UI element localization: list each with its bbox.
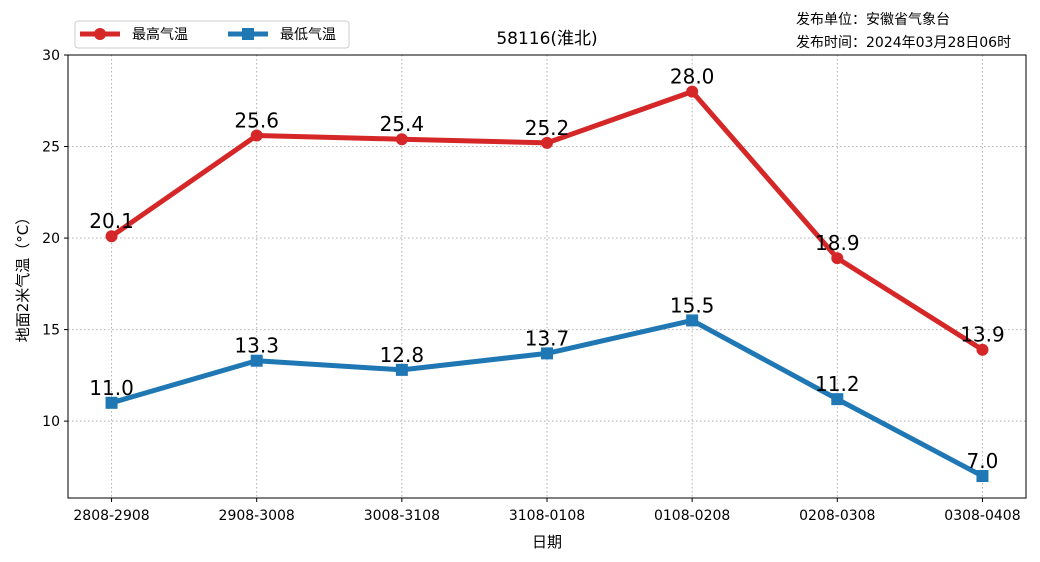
data-point xyxy=(250,354,263,367)
data-point xyxy=(541,136,553,149)
data-point xyxy=(976,343,989,356)
x-tick-label: 2808-2908 xyxy=(73,508,149,524)
data-label: 20.1 xyxy=(89,209,134,233)
data-label: 25.2 xyxy=(525,116,570,140)
publisher-text: 发布单位：安徽省气象台 xyxy=(796,12,950,28)
x-tick-label: 0308-0408 xyxy=(944,508,1020,524)
data-point xyxy=(686,314,699,327)
y-axis-label: 地面2米气温（°C） xyxy=(14,210,32,343)
legend-marker xyxy=(94,28,106,40)
data-point xyxy=(686,85,699,98)
data-point xyxy=(831,393,844,406)
ticks: 2808-2908 2908-3008 3008-3108 3108-0108 0108… xyxy=(42,48,1020,524)
legend-label: 最低气温 xyxy=(280,27,336,43)
data-label: 25.4 xyxy=(380,112,425,136)
data-label: 28.0 xyxy=(670,65,715,89)
y-tick-label: 15 xyxy=(42,323,60,339)
data-point xyxy=(831,252,844,265)
data-point xyxy=(105,230,118,243)
series-layer: 20.1 25.6 25.4 25.2 28.0 18.9 13.9 11.0 13.3 12.8… xyxy=(89,65,1005,483)
data-label: 11.0 xyxy=(89,376,134,400)
data-label: 7.0 xyxy=(967,449,999,473)
data-point xyxy=(395,363,408,376)
data-label: 15.5 xyxy=(670,293,715,317)
data-point xyxy=(250,129,263,142)
data-label: 13.7 xyxy=(525,326,570,350)
grid xyxy=(68,54,1026,498)
publish-time-text: 发布时间：2024年03月28日06时 xyxy=(796,35,1011,51)
x-axis-label: 日期 xyxy=(532,533,562,551)
data-point xyxy=(105,396,118,409)
x-tick-label: 0208-0308 xyxy=(799,508,875,524)
data-point xyxy=(395,133,408,146)
data-point xyxy=(541,347,553,360)
legend-box xyxy=(74,20,350,49)
data-label: 12.8 xyxy=(380,343,425,367)
y-tick-label: 25 xyxy=(42,140,60,156)
chart-title: 58116(淮北) xyxy=(496,29,597,49)
x-tick-label: 3008-3108 xyxy=(364,508,440,524)
data-label: 18.9 xyxy=(815,231,860,255)
data-label: 13.9 xyxy=(960,323,1005,347)
data-label: 11.2 xyxy=(815,372,860,396)
y-tick-label: 10 xyxy=(42,414,60,430)
data-label: 13.3 xyxy=(234,334,279,358)
y-tick-label: 20 xyxy=(42,231,60,247)
data-point xyxy=(976,470,989,483)
y-tick-label: 30 xyxy=(42,48,60,64)
x-tick-label: 2908-3008 xyxy=(219,508,295,524)
legend-label: 最高气温 xyxy=(132,26,188,43)
x-tick-label: 3108-0108 xyxy=(509,508,585,524)
legend: 最高气温 最低气温 xyxy=(74,20,350,49)
legend-marker xyxy=(242,28,254,40)
data-label: 25.6 xyxy=(234,109,279,133)
x-tick-label: 0108-0208 xyxy=(654,508,730,524)
